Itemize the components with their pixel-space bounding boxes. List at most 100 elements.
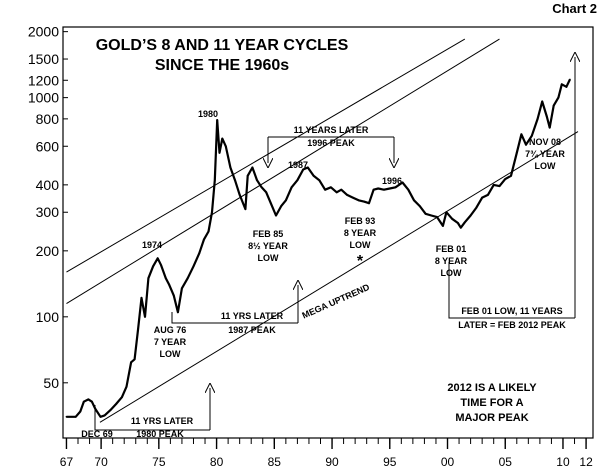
data-point [469,214,472,217]
data-point [213,179,216,182]
bracket-1996-label-2: 1996 PEAK [307,138,355,148]
data-point [394,186,397,189]
data-point [109,409,112,412]
x-tick-label: 85 [268,455,282,469]
data-point [401,181,404,184]
data-point [265,191,268,194]
x-axis: 67 70 75 80 85 90 95 00 05 10 12 [60,438,593,469]
data-point [115,403,117,405]
data-point [177,311,179,314]
label-1987: 1987 [288,160,308,170]
data-point [536,118,539,120]
data-point [487,194,489,196]
x-tick-label: 67 [60,455,74,469]
data-point [140,297,143,299]
data-point [224,145,227,148]
data-point [372,188,375,191]
data-point [65,415,68,418]
data-point [251,166,254,169]
data-point [560,83,563,86]
data-point [569,78,571,81]
data-point [260,186,263,189]
label-dec69: DEC 69 [81,429,113,439]
data-point [275,214,277,217]
data-point [565,85,568,88]
bracket-1980-label-2: 1980 PEAK [136,429,184,439]
label-feb85-3: LOW [258,253,279,263]
bracket-1987 [171,312,298,324]
channel-line-3 [99,131,579,423]
data-point [181,287,183,290]
y-tick-label: 600 [36,138,60,154]
x-tick-label: 75 [152,455,166,469]
data-point [91,400,93,403]
data-point [144,315,146,318]
x-tick-label: 12 [579,455,593,469]
label-nov08-3: LOW [535,161,556,171]
data-point [192,265,195,268]
data-point [510,174,512,177]
data-point [451,217,453,220]
data-point [357,199,360,202]
label-feb01-3: LOW [441,268,462,278]
data-point [156,257,159,260]
data-point [330,186,332,189]
y-tick-label: 300 [36,204,60,220]
label-1996: 1996 [382,176,402,186]
label-feb93-2: 8 YEAR [344,228,377,238]
conclusion-line-1: 2012 IS A LIKELY [447,382,537,394]
data-point [442,225,444,227]
data-point [388,187,391,190]
x-tick-label: 05 [499,455,513,469]
bracket-1987-label-1: 11 YRS LATER [221,311,284,321]
data-point [137,328,140,330]
data-point [463,221,466,224]
data-point [530,134,533,137]
label-feb85-1: FEB 85 [253,229,284,239]
label-1980: 1980 [198,109,218,119]
data-point [340,188,343,191]
data-point [324,188,326,191]
label-feb01-1: FEB 01 [436,244,467,254]
chart-title: GOLD’S 8 AND 11 YEAR CYCLES [96,37,349,54]
data-point [168,283,171,286]
data-point [280,205,283,208]
data-point [133,358,136,361]
data-point [256,179,258,182]
conclusion-line-3: MAJOR PEAK [455,412,528,424]
chart-subtitle: SINCE THE 1960s [155,57,289,74]
data-point [218,151,221,154]
data-point [172,294,175,297]
data-point [548,126,551,129]
label-aug76-2: 7 YEAR [154,337,187,347]
data-point [377,187,380,190]
data-point [498,185,501,188]
data-point [424,212,427,215]
data-point [459,226,462,229]
data-point [306,166,309,169]
data-point [152,265,155,268]
data-point [504,178,507,181]
data-point [552,104,555,107]
y-tick-label: 2000 [28,24,59,40]
data-point [515,151,518,154]
data-point [368,202,370,205]
bracket-1996-label-1: 11 YEARS LATER [294,125,369,135]
data-point [82,400,85,403]
y-axis: 2000 1500 1200 1000 800 600 400 300 200 100 50 [28,24,68,391]
bracket-2012-label-1: FEB 01 LOW, 11 YEARS [461,306,562,316]
y-tick-label: 1500 [28,51,59,67]
data-point [147,277,150,280]
label-aug76-3: LOW [160,349,181,359]
data-point [99,415,102,418]
x-tick-label: 10 [556,455,570,469]
data-point [125,385,128,388]
bracket-2012 [448,262,575,319]
channel-line-1 [66,38,466,273]
annotation-arrows [94,57,575,431]
data-point [221,137,224,140]
bracket-1980-label-1: 11 YRS LATER [131,416,194,426]
data-point [383,188,385,191]
data-point [492,184,495,186]
x-tick-label: 90 [325,455,339,469]
